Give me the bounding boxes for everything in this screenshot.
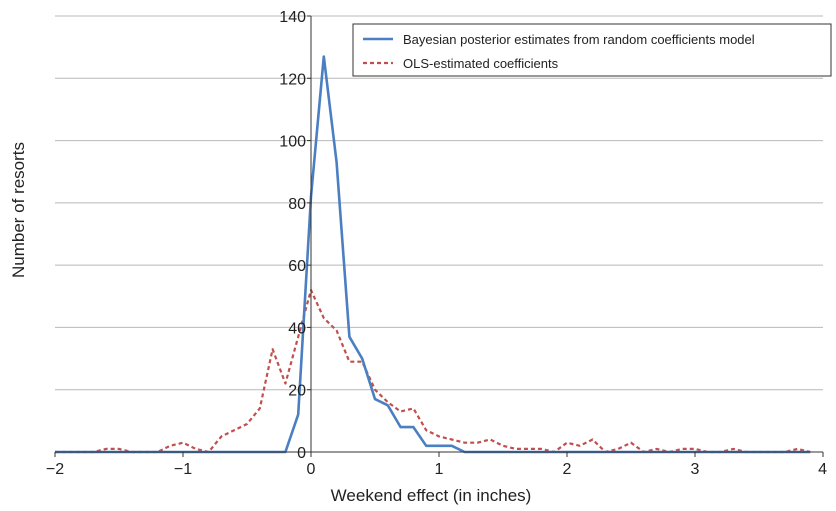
x-tick-label: 0 [307,461,316,478]
x-tick-label: 1 [435,461,444,478]
y-tick-label: 100 [279,134,306,151]
y-tick-label: 0 [297,445,306,462]
y-tick-label: 140 [279,9,306,26]
x-tick-label: 4 [818,461,827,478]
y-tick-labels: 0 20 40 60 80 100 120 140 [279,9,311,462]
y-tick-label: 20 [288,383,306,400]
y-tick-label: 80 [288,196,306,213]
series-line-bayesian [55,55,811,454]
series-line-ols [55,289,811,454]
legend: Bayesian posterior estimates from random… [352,23,832,77]
y-tick-label: 120 [279,71,306,88]
x-tick-label: −1 [174,461,192,478]
x-tick-labels: −2 −1 0 1 2 3 4 [46,452,827,478]
x-tick-label: 2 [563,461,572,478]
y-tick-label: 60 [288,258,306,275]
x-tick-label: 3 [691,461,700,478]
x-axis-label: Weekend effect (in inches) [331,486,532,505]
series-layer [55,55,811,454]
legend-label-bayesian: Bayesian posterior estimates from random… [403,32,755,47]
legend-box [352,23,832,77]
legend-label-ols: OLS-estimated coefficients [403,56,559,71]
y-tick-label: 40 [288,320,306,337]
gridlines [55,15,823,391]
y-axis-label: Number of resorts [9,142,28,278]
x-tick-label: −2 [46,461,64,478]
axes [55,16,823,453]
